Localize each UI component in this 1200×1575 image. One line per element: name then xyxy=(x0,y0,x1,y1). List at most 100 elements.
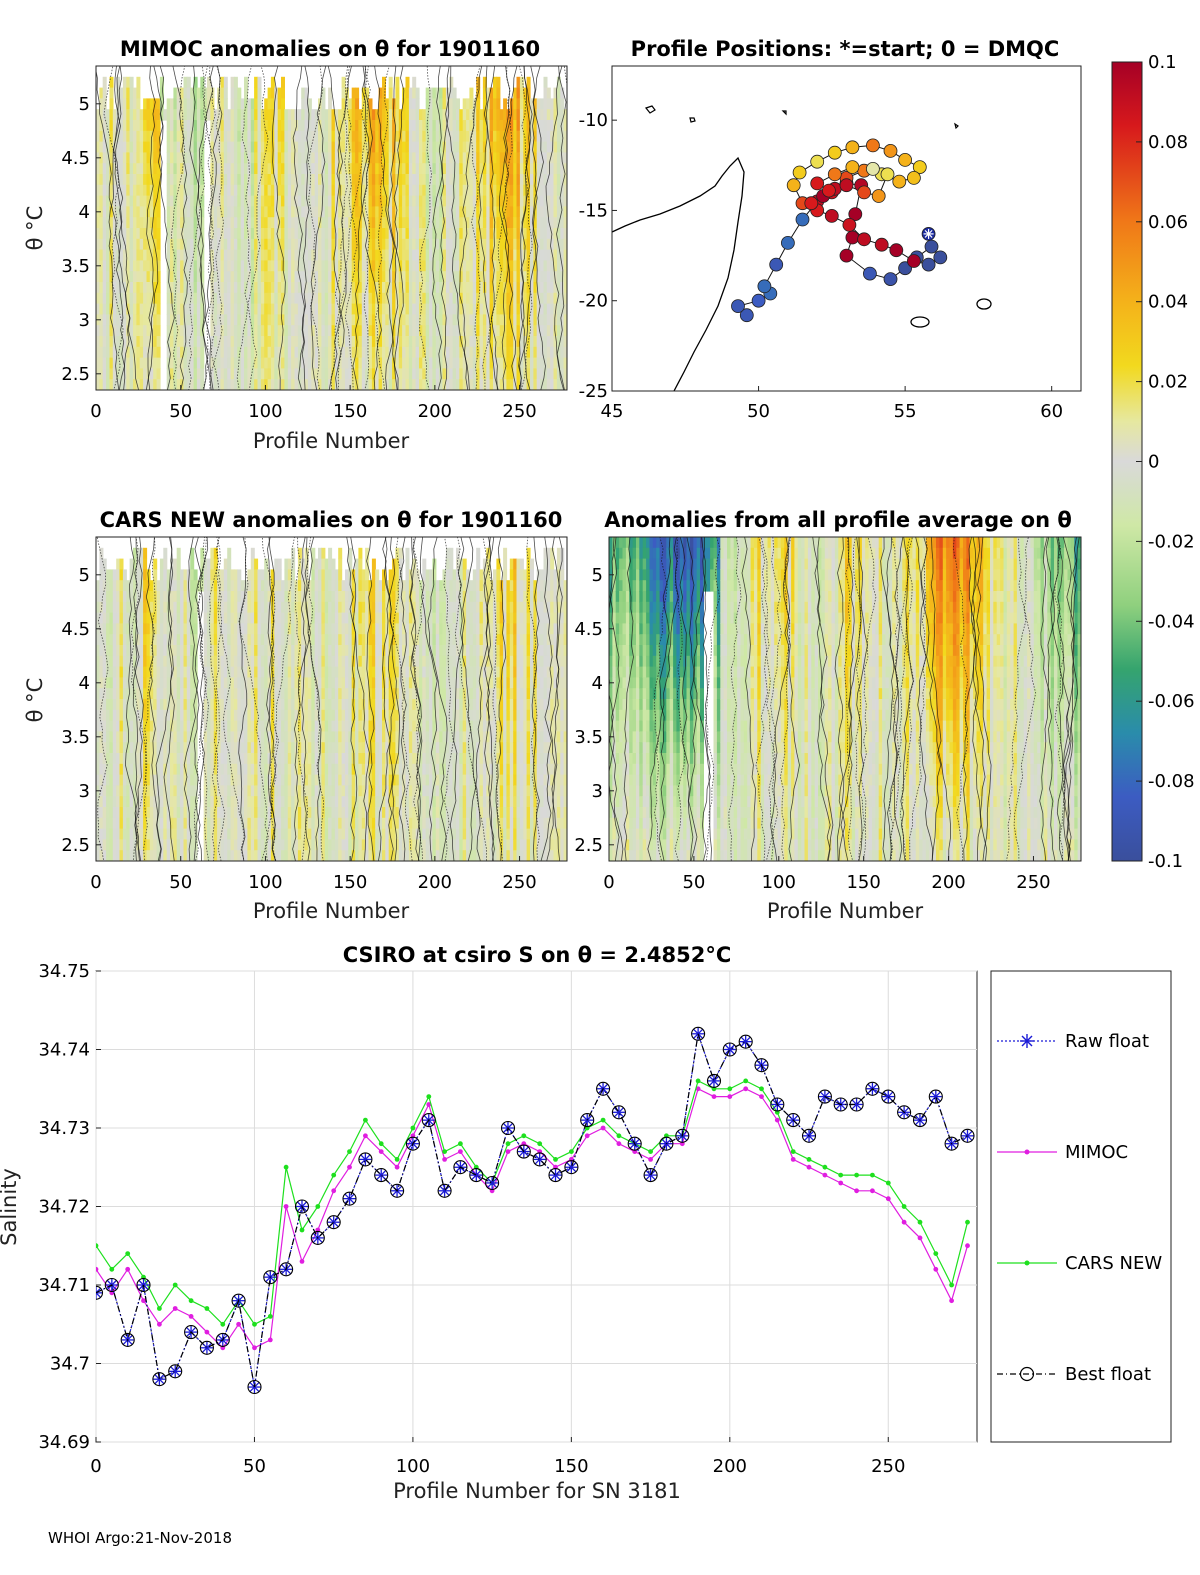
heat-cell xyxy=(244,195,248,207)
heat-cell xyxy=(109,76,114,89)
heat-cell xyxy=(402,336,407,348)
heat-cell xyxy=(560,217,565,229)
heat-cell xyxy=(126,98,131,110)
heat-cell xyxy=(257,357,262,369)
heat-cell xyxy=(122,612,127,624)
profile-position-point xyxy=(883,143,898,158)
heat-cell xyxy=(203,666,208,678)
heat-cell xyxy=(220,379,225,390)
heat-cell xyxy=(166,174,171,186)
heat-cell xyxy=(180,666,185,678)
heat-cell xyxy=(314,271,319,283)
heat-cell xyxy=(170,120,174,132)
heat-cell xyxy=(146,141,151,153)
heat-cell xyxy=(133,720,137,732)
heat-cell xyxy=(429,249,434,261)
heat-cell xyxy=(99,109,104,121)
heat-cell xyxy=(402,141,407,153)
heat-cell xyxy=(163,645,168,657)
heat-cell xyxy=(334,163,339,175)
heat-cell xyxy=(223,774,228,786)
heat-cell xyxy=(96,796,100,808)
heat-cell xyxy=(388,292,393,305)
heat-cell xyxy=(459,163,464,175)
heat-cell xyxy=(233,76,238,89)
heat-cell xyxy=(375,303,380,315)
heat-cell xyxy=(223,271,228,283)
heat-cell xyxy=(223,699,228,711)
heat-cell xyxy=(361,120,366,132)
heat-cell xyxy=(139,303,144,315)
heat-cell xyxy=(149,731,154,743)
heat-cell xyxy=(439,87,444,99)
heat-cell xyxy=(445,249,450,261)
heat-cell xyxy=(368,292,373,305)
heat-cell xyxy=(176,634,181,646)
heat-cell xyxy=(375,249,380,261)
heat-cell xyxy=(139,260,144,272)
heat-cell xyxy=(479,195,484,207)
heat-cell xyxy=(250,98,255,110)
heat-cell xyxy=(321,238,326,251)
heat-cell xyxy=(533,314,538,326)
heat-cell xyxy=(223,357,228,369)
heat-cell xyxy=(472,163,477,175)
heat-cell xyxy=(267,228,272,240)
heat-cell xyxy=(530,217,534,229)
heat-cell xyxy=(166,249,171,261)
heat-cell xyxy=(183,206,188,218)
heat-cell xyxy=(489,292,494,305)
heat-cell xyxy=(230,163,235,175)
heat-cell xyxy=(415,217,420,229)
heat-cell xyxy=(116,76,121,89)
heat-cell xyxy=(536,314,541,326)
heat-cell xyxy=(287,249,292,261)
heat-cell xyxy=(348,206,353,218)
heat-cell xyxy=(358,292,363,305)
heat-cell xyxy=(136,184,141,197)
heat-cell xyxy=(523,163,528,175)
heat-cell xyxy=(402,282,407,294)
heat-cell xyxy=(472,152,477,164)
heat-cell xyxy=(419,292,423,305)
heat-cell xyxy=(550,271,555,283)
heat-cell xyxy=(415,357,420,369)
heat-cell xyxy=(180,238,185,251)
heat-cell xyxy=(170,720,174,732)
heat-cell xyxy=(284,314,289,326)
heat-cell xyxy=(240,368,245,380)
heat-cell xyxy=(351,314,356,326)
heat-cell xyxy=(526,314,531,326)
heat-cell xyxy=(452,271,457,283)
heat-cell xyxy=(176,184,181,197)
heat-cell xyxy=(96,655,100,668)
heat-cell xyxy=(133,87,137,99)
heat-cell xyxy=(190,152,195,164)
heat-cell xyxy=(196,206,201,218)
heat-cell xyxy=(479,346,484,359)
heat-cell xyxy=(227,152,232,164)
heat-cell xyxy=(486,271,491,283)
heat-cell xyxy=(445,271,450,283)
heat-cell xyxy=(563,314,567,326)
heat-cell xyxy=(176,591,181,603)
heat-cell xyxy=(472,249,477,261)
heat-cell xyxy=(442,325,447,337)
heat-cell xyxy=(133,839,137,851)
heat-cell xyxy=(143,796,148,808)
heat-cell xyxy=(503,184,508,197)
heat-cell xyxy=(254,282,259,294)
heat-cell xyxy=(170,303,174,315)
heat-cell xyxy=(210,666,215,678)
heat-cell xyxy=(307,109,312,121)
heat-cell xyxy=(143,601,148,614)
heat-cell xyxy=(526,292,531,305)
heat-cell xyxy=(116,817,121,830)
heat-cell xyxy=(563,228,567,240)
heat-cell xyxy=(422,336,427,348)
heat-cell xyxy=(153,785,158,797)
heat-cell xyxy=(388,76,393,89)
heat-cell xyxy=(358,303,363,315)
heat-cell xyxy=(486,228,491,240)
heat-cell xyxy=(264,217,269,229)
